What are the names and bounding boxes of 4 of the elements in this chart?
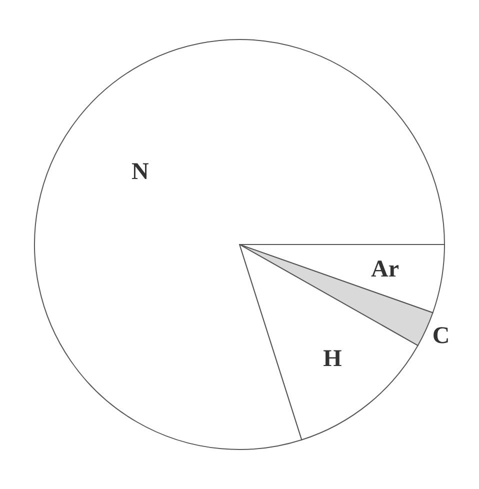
slice-label: C: [432, 323, 450, 350]
slice-label: Ar: [370, 256, 400, 282]
slice-label: N: [132, 158, 150, 185]
slice-label: H: [323, 346, 342, 372]
